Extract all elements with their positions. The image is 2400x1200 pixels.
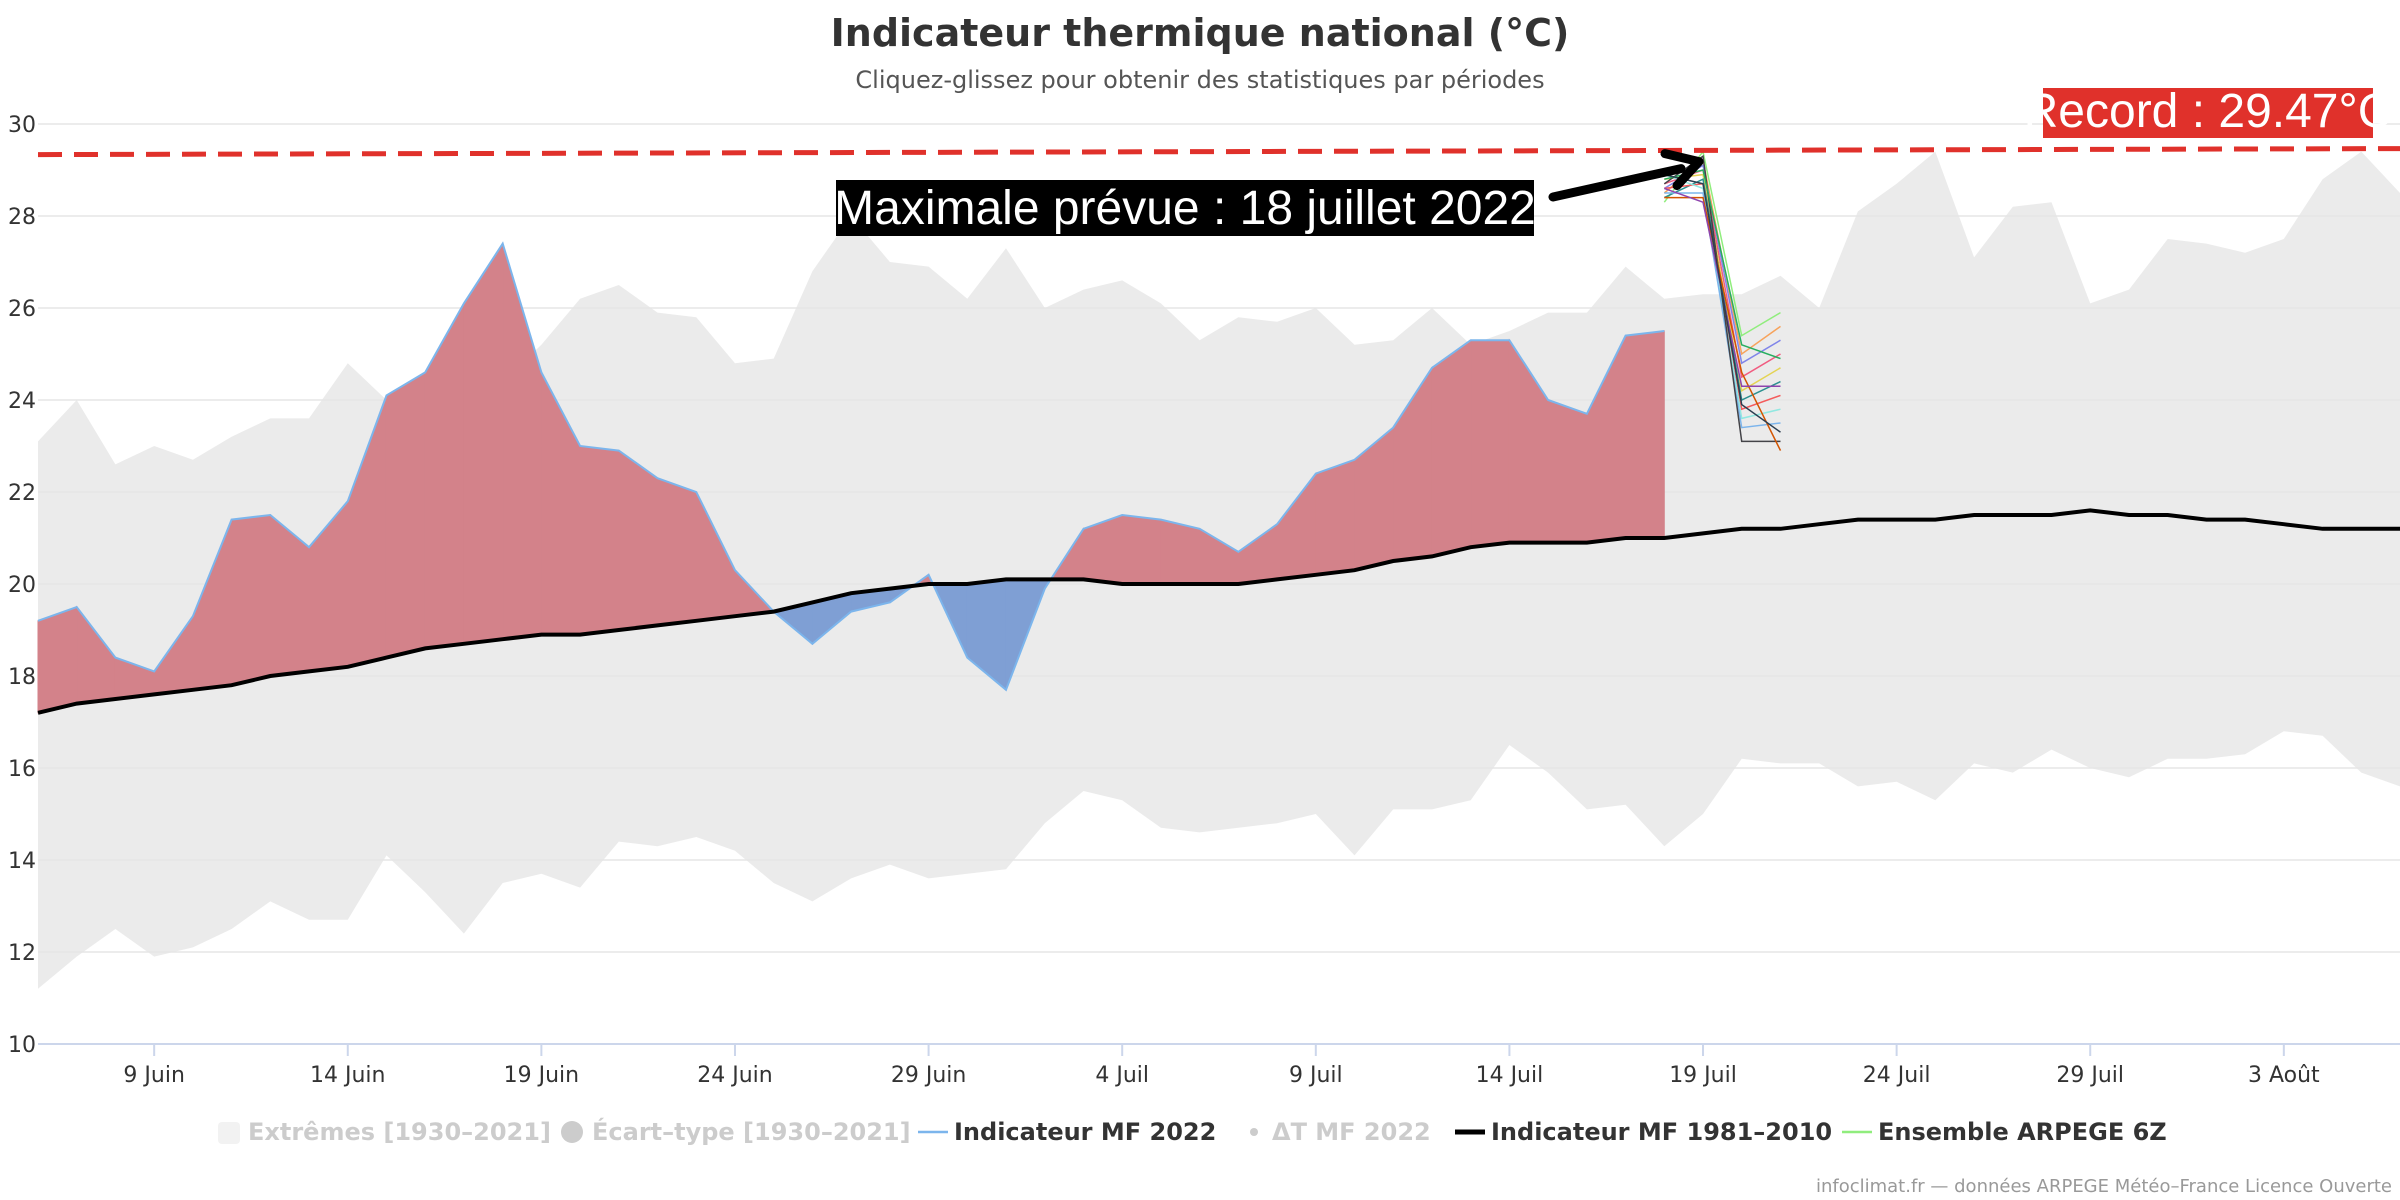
forecast-annotation-background <box>836 180 1534 236</box>
y-tick-label: 30 <box>8 113 36 138</box>
x-tick-label: 24 Juil <box>1863 1063 1931 1088</box>
record-dashed-line <box>37 146 2400 158</box>
y-tick-label: 16 <box>8 757 36 782</box>
x-tick-label: 29 Juin <box>891 1063 966 1088</box>
anomaly-segment <box>1160 518 1201 585</box>
anomaly-segment <box>1625 330 1665 539</box>
y-tick-label: 24 <box>8 389 36 414</box>
chart-title: Indicateur thermique national (°C) <box>831 11 1570 55</box>
legend-item-label[interactable]: Écart–type [1930–2021] <box>592 1117 911 1146</box>
chart-subtitle: Cliquez-glissez pour obtenir des statist… <box>855 66 1544 94</box>
y-tick-label: 26 <box>8 297 36 322</box>
legend-symbol-delta <box>1250 1128 1258 1136</box>
anomaly-segment <box>231 514 271 686</box>
annotation: Record : 29.47°C Maximale prévue : 18 ju… <box>834 85 2392 236</box>
y-tick-label: 22 <box>8 481 36 506</box>
y-tick-label: 18 <box>8 665 36 690</box>
record-label-background <box>2043 88 2373 138</box>
anomaly-segment <box>502 243 542 640</box>
x-tick-label: 29 Juil <box>2056 1063 2124 1088</box>
anomaly-segment <box>1315 459 1356 576</box>
record-label: Record : 29.47°C <box>2024 85 2393 138</box>
series-line-mf-2022 <box>37 241 1665 692</box>
y-tick-label: 20 <box>8 573 36 598</box>
legend-item-label[interactable]: Ensemble ARPEGE 6Z <box>1878 1118 2167 1146</box>
legend-item-label[interactable]: Indicateur MF 1981–2010 <box>1491 1118 1832 1146</box>
record-line <box>37 146 2400 158</box>
credits[interactable]: infoclimat.fr — données ARPEGE Météo–Fra… <box>1816 1176 2392 1197</box>
x-tick-label: 9 Juin <box>123 1063 184 1088</box>
x-tick-label: 3 Août <box>2248 1063 2320 1088</box>
forecast-annotation-label: Maximale prévue : 18 juillet 2022 <box>834 182 1536 235</box>
anomaly-segment <box>37 606 78 714</box>
anomaly-segment <box>1431 339 1472 558</box>
x-tick-label: 19 Juin <box>504 1063 579 1088</box>
anomaly-segment <box>1547 399 1588 544</box>
annotation-arrow-shaft <box>1548 164 1686 202</box>
series-line-mf-1981-2010 <box>37 508 2400 715</box>
x-tick-label: 14 Juin <box>310 1063 385 1088</box>
series-lines <box>37 241 2400 715</box>
ensemble-member-line <box>1664 192 1781 429</box>
y-tick-label: 14 <box>8 849 36 874</box>
axes: 10 12 14 16 18 20 22 24 26 28 30 9 Juin 14 Juin 19 Ju… <box>8 113 2400 1088</box>
x-tick-label: 14 Juil <box>1476 1063 1544 1088</box>
anomaly-segment <box>618 449 659 631</box>
ensemble-member-line <box>1664 196 1782 451</box>
legend-item-label[interactable]: ΔT MF 2022 <box>1272 1118 1431 1146</box>
annotation-arrow-icon <box>1548 149 1704 202</box>
legend-item-label[interactable]: Extrêmes [1930–2021] <box>248 1118 551 1146</box>
anomaly-segment <box>424 301 465 649</box>
x-tick-label: 24 Juin <box>697 1063 772 1088</box>
anomaly-segment <box>1470 339 1510 548</box>
legend-symbol-extremes <box>218 1122 240 1144</box>
ensemble-member-line <box>1663 178 1781 402</box>
y-tick-label: 10 <box>8 1033 36 1058</box>
anomaly-segment <box>579 445 620 636</box>
anomaly-segment <box>1121 514 1162 585</box>
legend-item-label[interactable]: Indicateur MF 2022 <box>954 1118 1216 1146</box>
anomaly-segment <box>657 477 697 626</box>
anomaly-segment <box>463 241 504 645</box>
annotation-arrow-head <box>1660 149 1704 191</box>
y-tick-label: 12 <box>8 941 36 966</box>
x-tick-label: 9 Juil <box>1289 1063 1343 1088</box>
x-tick-label: 19 Juil <box>1669 1063 1737 1088</box>
x-tick-label: 4 Juil <box>1095 1063 1149 1088</box>
anomaly-segment <box>385 371 426 659</box>
y-tick-label: 28 <box>8 205 36 230</box>
legend-symbol-std <box>561 1121 583 1143</box>
legend[interactable]: Extrêmes [1930–2021] Écart–type [1930–202… <box>218 1117 2167 1146</box>
